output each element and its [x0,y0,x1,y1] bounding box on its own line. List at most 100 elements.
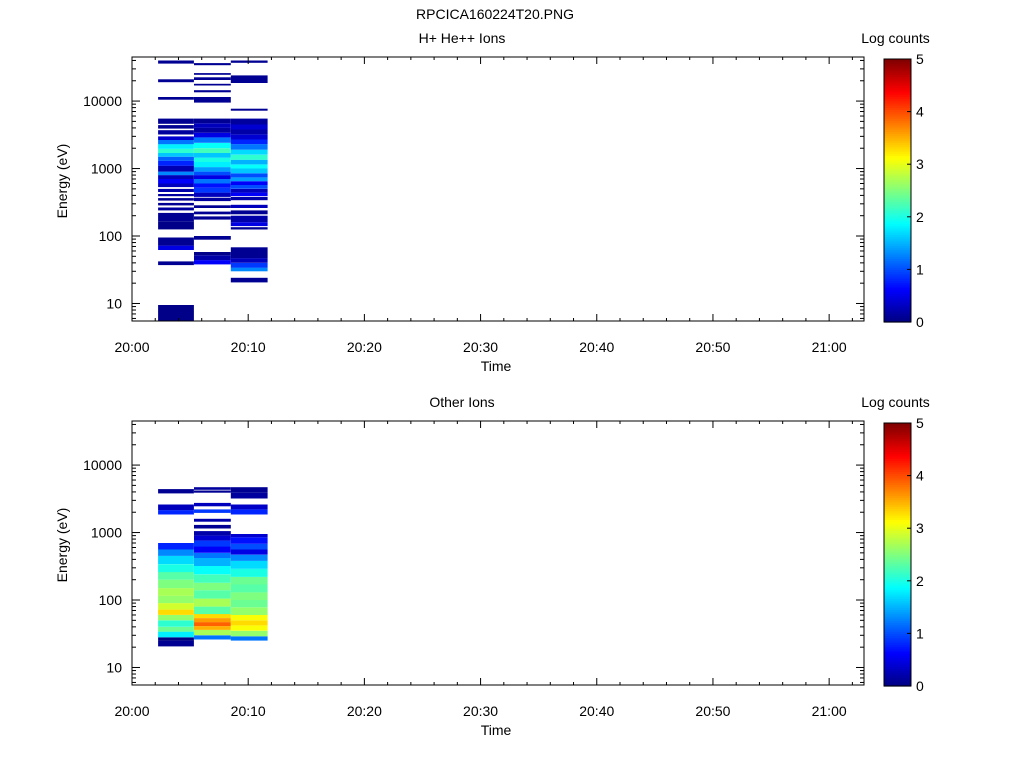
colorbar-band [884,297,911,301]
colorbar-band [884,120,911,124]
heatmap-cell [158,198,194,201]
colorbar-tick-label: 0 [916,314,924,330]
heatmap-cell [158,609,194,615]
x-tick-label: 20:10 [231,703,266,719]
heatmap-cell [194,260,231,265]
heatmap-cell [158,165,194,172]
colorbar-band [884,115,911,119]
heatmap-cell [194,137,231,143]
colorbar-band [884,98,911,102]
colorbar-band [884,256,911,260]
heatmap-cell [158,221,194,230]
colorbar-band [884,642,911,645]
colorbar-band [884,455,911,459]
colorbar-label: Log counts [861,30,930,46]
heatmap-cell [158,489,194,494]
colorbar-band [884,105,911,108]
heatmap-cell [158,125,194,129]
colorbar-band [884,604,911,608]
heatmap-cell [194,540,231,547]
colorbar-band [884,541,911,545]
colorbar-band [884,657,911,661]
heatmap-cell [158,637,194,641]
heatmap-cell [194,142,231,149]
heatmap-cell [194,97,231,103]
colorbar-band [884,609,911,613]
colorbar-band [884,504,911,507]
heatmap-cell [194,63,231,66]
colorbar-band [884,168,911,172]
heatmap-cell [158,543,194,550]
heatmap-cell [158,510,194,515]
x-tick-label: 20:50 [695,339,730,355]
heatmap-cell [194,502,231,507]
colorbar-band [884,265,911,268]
colorbar-band [884,80,911,84]
heatmap-cell [194,590,231,599]
colorbar-band [884,205,911,209]
heatmap-cell [194,192,231,197]
colorbar-band [884,59,911,62]
y-axis-label: Energy (eV) [54,144,70,219]
colorbar-tick-label: 5 [916,51,924,67]
colorbar-band [884,240,911,244]
colorbar-band [884,286,911,290]
colorbar-band [884,260,911,264]
colorbar-frame [883,422,912,687]
colorbar-band [884,280,911,284]
colorbar-band [884,192,911,196]
colorbar-band [884,613,911,617]
colorbar-band [884,585,911,588]
colorbar-band [884,670,911,674]
heatmap-cell [230,144,268,150]
panel-title: H+ He++ Ions [419,30,506,46]
heatmap-cell [230,584,268,593]
heatmap-cell [194,535,231,541]
heatmap-cell [158,60,194,64]
heatmap-cell [194,509,231,513]
colorbar-band [884,464,911,468]
heatmap-cell [230,625,268,631]
heatmap-cell [158,237,194,246]
spectrogram-panel: Other Ions 20:00 20:10 20:20 20:30 20:40 20:50… [54,394,930,738]
y-tick-label: 1000 [91,525,122,541]
heatmap-cell [230,227,268,230]
heatmap-cell [194,73,231,75]
colorbar-band [884,87,911,91]
colorbar-band [884,576,911,580]
heatmap-cell [230,492,268,499]
heatmap-cell [158,620,194,627]
heatmap-cell [158,160,194,166]
colorbar-band [884,102,911,106]
heatmap-cell [158,79,194,83]
heatmap-cell [194,622,231,627]
x-axis-label: Time [481,358,512,374]
colorbar-band [884,526,911,529]
colorbar-band [884,137,911,141]
colorbar-band [884,199,911,203]
colorbar-band [884,473,911,477]
colorbar-band [884,153,911,157]
colorbar-band [884,449,911,453]
heatmap-cell [230,543,268,550]
colorbar-band [884,223,911,227]
heatmap-cell [230,600,268,608]
heatmap-cell [194,524,231,529]
colorbar-band [884,493,911,496]
colorbar-band [884,591,911,595]
colorbar-band [884,615,911,619]
colorbar-frame [883,58,912,323]
heatmap-cell [194,187,231,193]
colorbar-band [884,442,911,446]
colorbar-band [884,672,911,676]
colorbar-tick-label: 3 [916,520,924,536]
colorbar-band [884,429,911,433]
colorbar-band [884,659,911,663]
colorbar-band [884,644,911,648]
colorbar-band [884,512,911,516]
colorbar-band [884,444,911,448]
heatmap-cell [158,626,194,632]
colorbar-band [884,254,911,257]
heatmap-cell [158,588,194,596]
colorbar-band [884,111,911,115]
